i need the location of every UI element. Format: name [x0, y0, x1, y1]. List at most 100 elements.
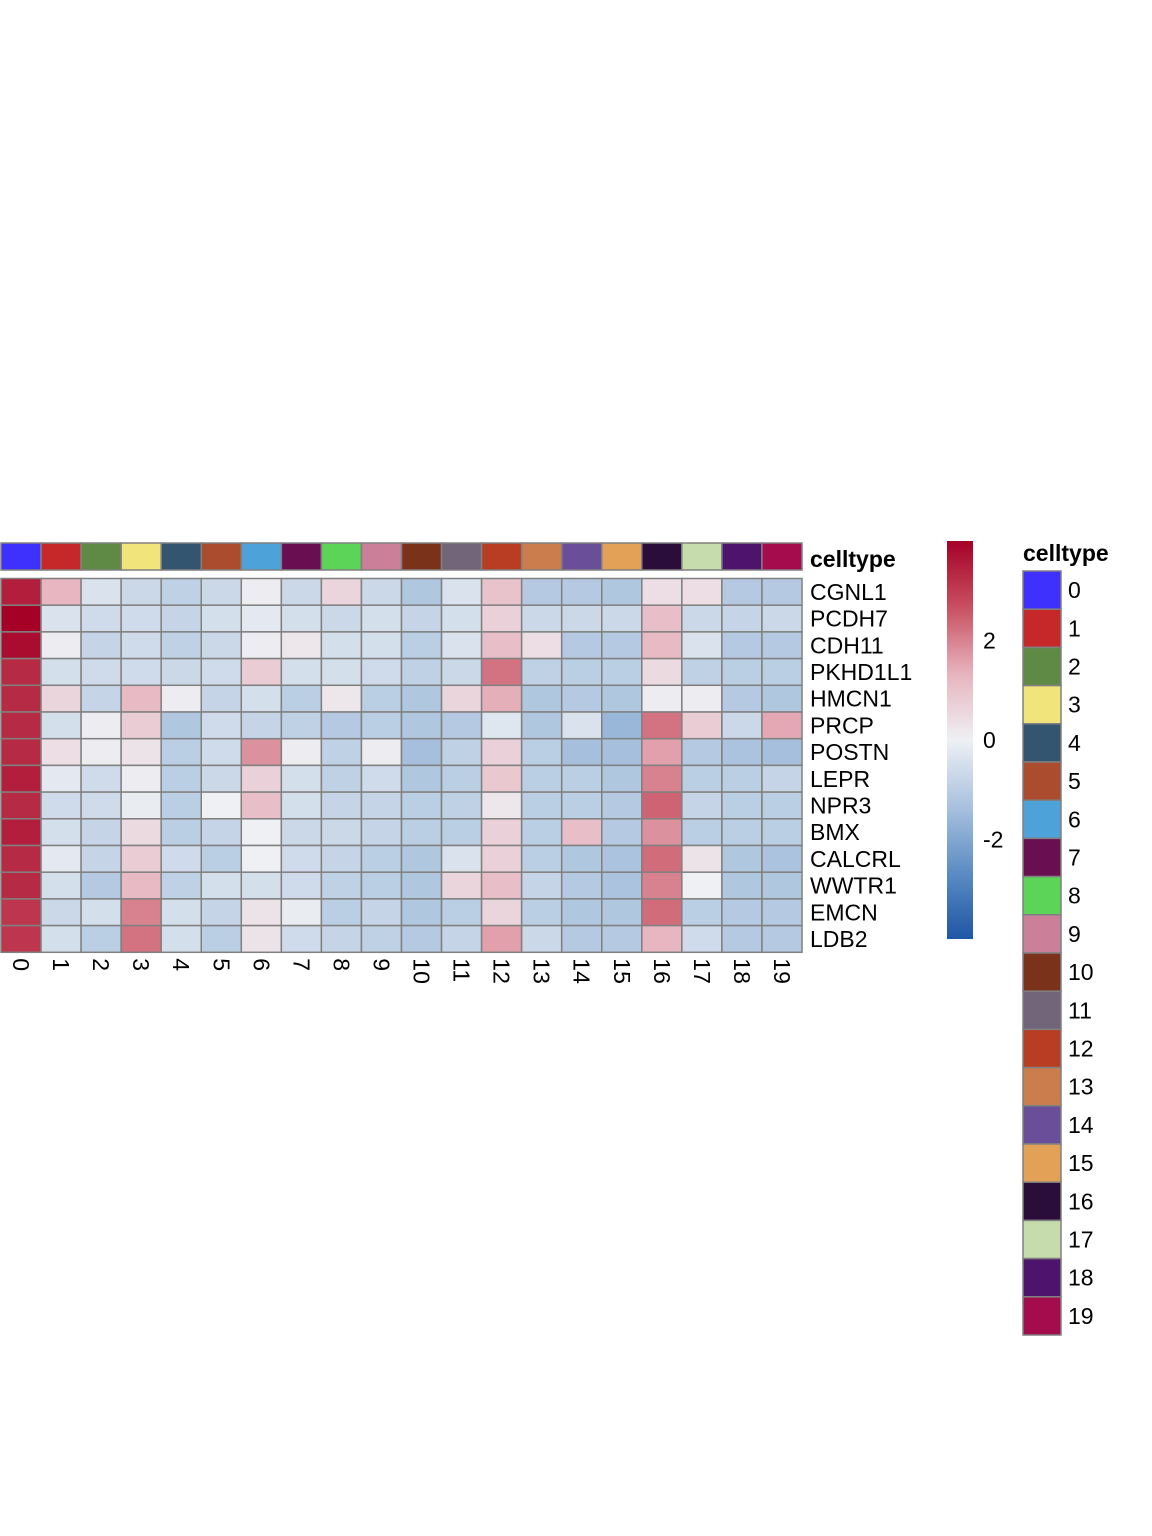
column-label: 15 [609, 958, 635, 984]
heatmap-cell [560, 791, 603, 820]
heatmap-cell [40, 924, 82, 954]
row-label: HMCN1 [810, 686, 892, 712]
heatmap-cell [160, 764, 202, 793]
legend-label: 11 [1068, 997, 1092, 1023]
heatmap-cell [120, 604, 162, 633]
heatmap-cell [761, 684, 803, 713]
heatmap-cell [480, 791, 523, 820]
heatmap-cell [601, 791, 643, 820]
color-scale-tick-label: 0 [983, 727, 996, 753]
heatmap-cell [240, 657, 283, 687]
heatmap-cell [520, 711, 563, 740]
heatmap-cell [560, 764, 603, 793]
heatmap-cell [0, 657, 42, 687]
legend-label: 18 [1068, 1265, 1094, 1291]
heatmap-cell [240, 604, 283, 633]
heatmap-cell [120, 737, 162, 767]
heatmap-cell [400, 764, 443, 793]
heatmap-cell [360, 818, 403, 847]
row-label: LDB2 [810, 926, 868, 952]
column-label: 10 [409, 958, 435, 984]
heatmap-cell [761, 844, 803, 873]
heatmap-cell [681, 924, 723, 954]
annotation-cell-6 [240, 542, 283, 571]
annotation-cell-17 [681, 542, 723, 571]
heatmap-cell [40, 604, 82, 633]
heatmap-cell [400, 631, 443, 660]
heatmap-cell [160, 577, 202, 606]
heatmap-cell [601, 818, 643, 847]
heatmap-cell [601, 604, 643, 633]
heatmap-cell [601, 577, 643, 606]
heatmap-cell [480, 764, 523, 793]
heatmap-cell [440, 818, 483, 847]
row-label: WWTR1 [810, 873, 897, 899]
heatmap-cell [280, 577, 323, 606]
row-label: CGNL1 [810, 579, 887, 605]
legend-label: 15 [1068, 1150, 1094, 1176]
heatmap-cell [360, 711, 403, 740]
heatmap-cell [40, 844, 82, 873]
heatmap-cell [681, 898, 723, 927]
heatmap-cell [320, 898, 363, 927]
heatmap-cell [480, 684, 523, 713]
column-label: 11 [449, 958, 475, 982]
legend-label: 2 [1068, 654, 1081, 680]
annotation-cell-3 [120, 542, 162, 571]
heatmap-cell [520, 924, 563, 954]
heatmap-cell [480, 898, 523, 927]
annotation-cell-14 [560, 542, 603, 571]
heatmap-cell [761, 604, 803, 633]
heatmap-cell [681, 631, 723, 660]
legend-label: 13 [1068, 1074, 1094, 1100]
heatmap-cell [721, 764, 763, 793]
heatmap-cell [681, 844, 723, 873]
heatmap-cell [40, 818, 82, 847]
heatmap-cell [320, 764, 363, 793]
legend-label: 10 [1068, 959, 1094, 985]
heatmap-cell [520, 604, 563, 633]
annotation-cell-0 [0, 542, 42, 571]
heatmap-cell [681, 657, 723, 687]
annotation-cell-4 [160, 542, 202, 571]
heatmap-cell [560, 737, 603, 767]
column-label: 4 [168, 958, 194, 971]
heatmap-cell [440, 684, 483, 713]
heatmap-cell [40, 737, 82, 767]
color-scale-tick-label: 2 [983, 628, 996, 654]
column-label: 7 [288, 958, 314, 971]
heatmap-cell [240, 631, 283, 660]
heatmap-cell [360, 791, 403, 820]
heatmap-cell [40, 684, 82, 713]
heatmap-cell [0, 924, 42, 954]
legend-swatch [1022, 1066, 1062, 1107]
heatmap-cell [320, 684, 363, 713]
legend-swatch [1022, 1181, 1062, 1222]
heatmap-cell [560, 684, 603, 713]
heatmap-cell [721, 871, 763, 900]
heatmap-cell [681, 737, 723, 767]
heatmap-cell [280, 871, 323, 900]
color-scale-tick-label: -2 [983, 827, 1003, 853]
row-label: CALCRL [810, 846, 901, 872]
heatmap-cell [160, 631, 202, 660]
heatmap-cell [360, 604, 403, 633]
heatmap-cell [360, 871, 403, 900]
heatmap-cell [641, 711, 683, 740]
legend-swatch [1022, 1028, 1062, 1069]
heatmap-cell [601, 657, 643, 687]
legend-swatch [1022, 875, 1062, 916]
heatmap-cell [80, 924, 122, 954]
heatmap-cell [0, 818, 42, 847]
legend-swatch [1022, 1105, 1062, 1145]
annotation-cell-18 [721, 542, 763, 571]
heatmap-cell [721, 898, 763, 927]
annotation-cell-15 [601, 542, 643, 571]
heatmap-cell [280, 898, 323, 927]
annotation-cell-5 [200, 542, 243, 571]
heatmap-cell [480, 604, 523, 633]
heatmap-cell [601, 684, 643, 713]
heatmap-cell [601, 871, 643, 900]
heatmap-cell [40, 871, 82, 900]
heatmap-cell [520, 631, 563, 660]
